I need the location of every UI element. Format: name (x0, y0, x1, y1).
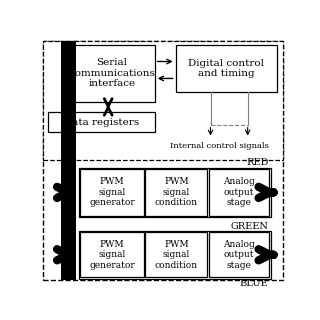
Bar (145, 232, 207, 277)
Text: BLUE: BLUE (240, 279, 268, 288)
Bar (209, 232, 269, 277)
Text: PWM
signal
generator: PWM signal generator (89, 178, 135, 207)
Bar (80, 232, 144, 277)
Text: Analog
output
stage: Analog output stage (223, 240, 255, 270)
Bar (209, 169, 269, 215)
Text: Digital control
and timing: Digital control and timing (188, 59, 264, 78)
Bar (176, 44, 277, 92)
Text: Data registers: Data registers (64, 118, 139, 127)
Text: PWM
signal
condition: PWM signal condition (155, 240, 198, 270)
Bar (69, 44, 155, 101)
Bar (61, 42, 76, 280)
Text: Serial
communications
interface: Serial communications interface (69, 58, 155, 88)
Bar (79, 231, 271, 279)
Bar (48, 112, 155, 132)
Bar (145, 169, 207, 215)
Text: Internal control signals: Internal control signals (170, 142, 268, 150)
Text: RED: RED (246, 158, 268, 167)
Bar (43, 42, 283, 160)
Bar (80, 169, 144, 215)
Text: PWM
signal
condition: PWM signal condition (155, 178, 198, 207)
Text: PWM
signal
generator: PWM signal generator (89, 240, 135, 270)
Text: GREEN: GREEN (231, 222, 268, 231)
Text: Analog
output
stage: Analog output stage (223, 178, 255, 207)
Bar (79, 168, 271, 217)
